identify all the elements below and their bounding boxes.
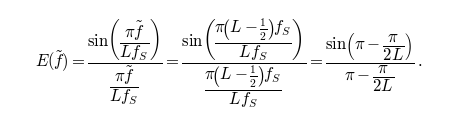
Text: $E(\tilde{f}) = \dfrac{\sin\!\left(\dfrac{\pi\tilde{f}}{Lf_S}\right)}{\dfrac{\pi: $E(\tilde{f}) = \dfrac{\sin\!\left(\dfra…	[35, 17, 423, 110]
